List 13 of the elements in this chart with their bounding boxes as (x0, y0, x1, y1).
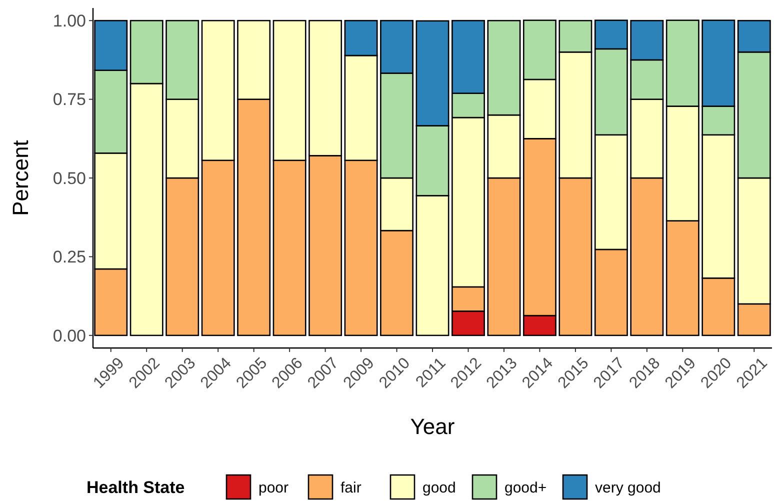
legend-label: fair (340, 479, 362, 496)
y-tick-label: 0.50 (52, 168, 86, 188)
y-axis-title: Percent (8, 140, 33, 216)
y-tick-label: 0.00 (52, 326, 86, 346)
legend-title: Health State (86, 478, 185, 497)
legend-label: good (422, 479, 456, 496)
legend-label: good+ (504, 479, 547, 496)
y-tick-label: 1.00 (52, 12, 86, 31)
y-tick-label: 0.75 (52, 90, 86, 110)
legend-label: very good (595, 479, 661, 496)
legend-label: poor (258, 479, 289, 496)
x-axis-title: Year (410, 414, 455, 439)
y-tick-label: 0.25 (52, 248, 86, 267)
